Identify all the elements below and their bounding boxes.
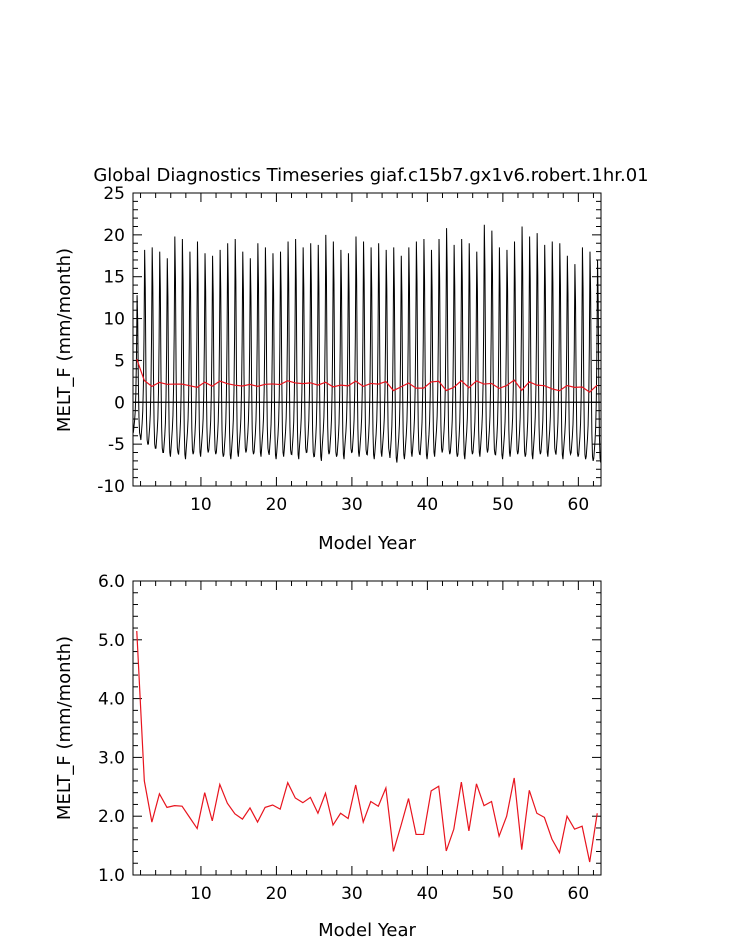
bottom-plot-series: [136, 630, 598, 863]
top-plot-x-tick-label: 40: [417, 495, 439, 515]
bottom-plot-y-tick-label: 6.0: [98, 572, 125, 592]
top-plot-annual-line: [136, 358, 598, 393]
bottom-plot-frame: [132, 580, 602, 876]
top-plot-x-tick-label: 20: [266, 495, 288, 515]
top-plot-ylabel: MELT_F (mm/month): [54, 248, 75, 432]
top-plot-x-tick-label: 60: [568, 495, 590, 515]
top-plot-y-tick-label: -10: [97, 477, 125, 497]
top-plot-y-tick-label: 25: [103, 184, 125, 204]
top-plot-frame: [132, 192, 602, 487]
bottom-plot-ticks: 10 20 30 40 50 60 6.0 5.0 4.0 3.0 2.0 1.0: [98, 572, 601, 904]
top-plot-y-tick-label: 20: [103, 226, 125, 246]
bottom-plot-x-tick-label: 50: [492, 884, 514, 904]
top-plot-y-tick-label: 10: [103, 310, 125, 330]
chart-title: Global Diagnostics Timeseries giaf.c15b7…: [93, 165, 648, 186]
top-plot-series: [132, 224, 602, 463]
bottom-plot-y-tick-label: 4.0: [98, 690, 125, 710]
top-plot-x-tick-label: 50: [492, 495, 514, 515]
top-plot-y-tick-label: 0: [114, 393, 125, 413]
bottom-plot-xlabel: Model Year: [318, 920, 416, 941]
top-plot-monthly-line: [132, 224, 602, 463]
top-plot-x-tick-label: 30: [341, 495, 363, 515]
bottom-plot-y-tick-label: 2.0: [98, 807, 125, 827]
bottom-plot-x-tick-label: 10: [190, 884, 212, 904]
bottom-plot-x-tick-label: 30: [341, 884, 363, 904]
bottom-plot-x-tick-label: 60: [568, 884, 590, 904]
bottom-plot: 10 20 30 40 50 60 6.0 5.0 4.0 3.0 2.0 1.0 Model Yea…: [54, 572, 602, 941]
top-plot-x-tick-label: 10: [190, 495, 212, 515]
bottom-plot-x-tick-label: 20: [266, 884, 288, 904]
bottom-plot-y-tick-label: 3.0: [98, 748, 125, 768]
top-plot-y-tick-label: 15: [103, 268, 125, 288]
bottom-plot-ylabel: MELT_F (mm/month): [54, 636, 75, 820]
top-plot-xlabel: Model Year: [318, 533, 416, 554]
bottom-plot-y-tick-label: 5.0: [98, 631, 125, 651]
top-plot-y-tick-label: -5: [108, 435, 125, 455]
bottom-plot-y-tick-label: 1.0: [98, 866, 125, 886]
bottom-plot-x-tick-label: 40: [417, 884, 439, 904]
bottom-plot-annual-line: [136, 630, 598, 863]
top-plot-y-tick-label: 5: [114, 351, 125, 371]
